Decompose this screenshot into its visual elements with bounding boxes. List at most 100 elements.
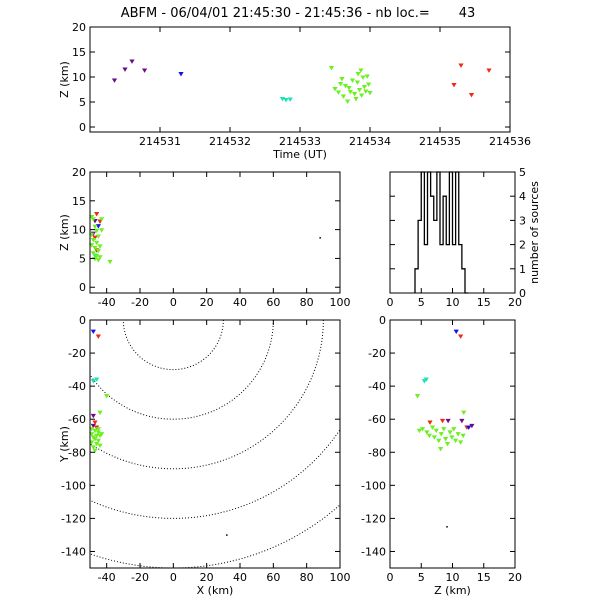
source-point <box>97 255 103 260</box>
y-tick-label: -120 <box>361 512 386 525</box>
source-point <box>92 235 98 241</box>
source-point <box>354 80 360 85</box>
source-point <box>353 97 359 102</box>
source-point <box>443 437 449 442</box>
source-point <box>438 432 444 437</box>
source-point <box>339 77 345 82</box>
source-point <box>226 534 228 536</box>
y-tick-label: 5 <box>519 166 526 179</box>
source-point <box>361 85 367 90</box>
source-point <box>319 237 321 239</box>
y-tick-label: -60 <box>68 413 86 426</box>
source-point <box>445 418 451 424</box>
x-tick-label: 214531 <box>139 135 181 148</box>
source-point <box>99 217 105 222</box>
source-point <box>345 99 351 104</box>
source-point <box>129 59 135 64</box>
x-tick-label: 214533 <box>279 135 321 148</box>
x-height-panel: -40 -20 0 20 40 60 80 100 0 5 10 15 20 Z (km) <box>58 166 351 309</box>
x-axis-label: Z (km) <box>434 584 471 597</box>
source-point <box>94 442 100 447</box>
source-point <box>95 334 101 339</box>
source-point <box>90 237 96 243</box>
y-tick-label: 0 <box>79 281 86 294</box>
source-point <box>111 78 118 83</box>
x-tick-label: -20 <box>131 296 149 309</box>
x-tick-label: 80 <box>300 296 314 309</box>
source-point <box>94 433 100 439</box>
range-rings <box>90 320 340 568</box>
source-point <box>94 254 100 259</box>
source-point <box>338 82 344 87</box>
x-tick-label: 40 <box>233 571 247 584</box>
source-point <box>95 258 101 263</box>
source-point <box>419 427 426 432</box>
source-point <box>90 379 96 384</box>
source-point <box>355 72 361 77</box>
y-tick-label: -120 <box>61 512 86 525</box>
source-point <box>90 251 96 256</box>
source-point <box>366 82 372 87</box>
source-point <box>340 94 346 99</box>
x-tick-label: -40 <box>98 571 116 584</box>
x-tick-label: 214534 <box>349 135 391 148</box>
source-point <box>460 433 466 439</box>
source-point <box>283 98 289 103</box>
x-axis-label: X (km) <box>197 584 234 597</box>
source-point <box>97 410 103 415</box>
y-tick-label: 10 <box>72 71 86 84</box>
source-point <box>346 86 352 91</box>
source-point <box>95 427 101 432</box>
y-tick-label: 0 <box>379 314 386 327</box>
y-tick-label: 5 <box>79 96 86 109</box>
range-ring <box>90 428 340 519</box>
y-tick-label: -60 <box>368 413 386 426</box>
plot-frame <box>89 26 511 133</box>
y-tick-label: -100 <box>61 479 86 492</box>
source-point <box>431 435 437 440</box>
source-point <box>328 66 335 71</box>
source-point <box>287 97 293 102</box>
source-point <box>458 63 464 68</box>
x-tick-label: 214536 <box>489 135 531 148</box>
y-tick-label: -140 <box>61 545 86 558</box>
y-axis-label: number of sources <box>528 181 541 284</box>
y-axis-label: Z (km) <box>58 214 71 251</box>
x-tick-label: 0 <box>170 296 177 309</box>
source-point <box>441 427 447 432</box>
source-point <box>99 432 105 437</box>
source-point <box>421 379 427 384</box>
x-tick-label: 5 <box>418 571 425 584</box>
source-point <box>142 68 148 73</box>
x-tick-label: 60 <box>266 296 280 309</box>
source-point <box>95 438 101 444</box>
source-point <box>94 377 100 382</box>
source-point <box>444 442 451 447</box>
source-point <box>97 244 103 249</box>
x-tick-label: 214535 <box>419 135 461 148</box>
source-point <box>347 90 353 95</box>
source-point <box>92 224 98 230</box>
source-point <box>359 93 365 98</box>
source-point <box>335 90 342 95</box>
y-tick-label: 15 <box>72 195 86 208</box>
source-point <box>446 526 448 528</box>
source-point <box>458 334 464 339</box>
y-tick-label: 10 <box>72 224 86 237</box>
histogram-outline <box>414 171 469 294</box>
plot-frame <box>389 319 516 569</box>
source-point <box>459 418 465 424</box>
y-tick-label: 0 <box>79 121 86 134</box>
y-tick-label: -20 <box>68 347 86 360</box>
z-y-panel: 0 5 10 15 20 0 -20 -40 -60 -80 -100 -120 -140 Z (km) <box>361 314 522 597</box>
x-axis-label: Time (UT) <box>272 148 327 161</box>
source-point <box>107 259 113 265</box>
x-tick-label: 40 <box>233 296 247 309</box>
y-tick-label: -140 <box>361 545 386 558</box>
source-point <box>90 329 96 334</box>
x-tick-label: 0 <box>387 296 394 309</box>
x-tick-label: -20 <box>131 571 149 584</box>
plot-frame <box>89 171 341 294</box>
source-point <box>358 68 364 73</box>
